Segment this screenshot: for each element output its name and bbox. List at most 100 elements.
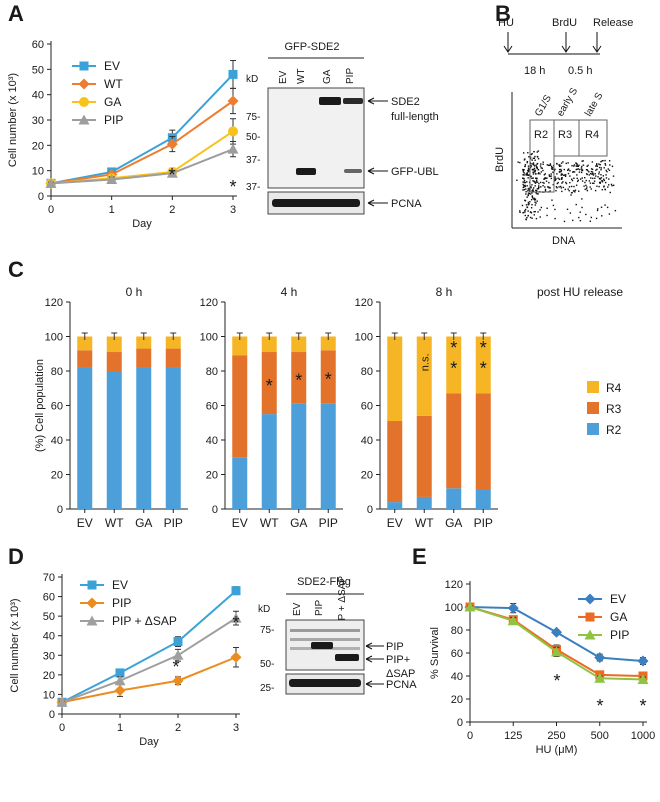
flow-event <box>542 169 544 172</box>
x-tick-label: 0 <box>48 204 54 216</box>
flow-event <box>579 211 581 213</box>
flow-event <box>528 169 530 171</box>
flow-event <box>611 185 613 187</box>
flow-event <box>579 168 581 171</box>
flow-event <box>526 185 528 187</box>
flow-event <box>529 201 531 203</box>
data-point-pip-sap <box>172 649 184 660</box>
flow-event <box>524 165 526 168</box>
bar-segment-r3 <box>261 352 277 415</box>
flow-event <box>544 177 546 179</box>
flow-event <box>605 169 607 172</box>
flow-event <box>538 172 540 174</box>
flow-event <box>600 167 602 169</box>
flow-event <box>593 180 596 182</box>
flow-event <box>542 181 544 184</box>
flow-event <box>574 189 577 191</box>
flow-event <box>529 156 532 158</box>
y-tick-label: 80 <box>451 625 463 637</box>
flow-event <box>558 168 561 171</box>
flow-event <box>596 209 599 212</box>
flow-event <box>555 186 558 188</box>
flow-event <box>589 172 592 175</box>
flow-event <box>604 163 606 165</box>
blot-a-marker-50: 50- <box>246 132 260 143</box>
flow-event <box>556 162 558 165</box>
flow-event <box>539 165 542 167</box>
panel-c-stacked-bars: (%) Cell population 0 20 40 60 80 100 120 0 h EV W… <box>34 285 623 530</box>
flow-event <box>530 175 532 178</box>
flow-event <box>603 186 605 188</box>
flow-event <box>572 219 574 222</box>
flow-event <box>561 190 563 193</box>
legend-marker-pip-sap <box>86 615 98 626</box>
flow-event <box>576 174 578 176</box>
flow-event <box>551 167 553 169</box>
flow-event <box>544 186 546 188</box>
flow-event <box>523 181 526 184</box>
flow-event <box>569 181 571 184</box>
significance-star: * <box>168 165 175 185</box>
blot-d-arrow-pip <box>365 642 384 650</box>
flow-event <box>535 177 537 179</box>
flow-event <box>566 169 569 171</box>
y-axis-title: Cell number (x 10³) <box>9 598 21 692</box>
post-hu-release-note: post HU release <box>537 285 623 299</box>
flow-event <box>592 182 594 184</box>
panel-a-growth-chart: 0 10 20 30 40 50 60 0 1 2 3 Day Cell number (x 10³) E… <box>7 39 239 230</box>
flow-event <box>587 169 589 172</box>
bar-segment-r2 <box>165 367 181 509</box>
legend-swatch-r4 <box>587 381 599 393</box>
error-bar <box>391 332 398 340</box>
error-bar <box>480 332 487 340</box>
data-point-ev <box>228 69 238 79</box>
flow-event <box>529 166 532 169</box>
y-axis-title: (%) Cell population <box>34 359 46 452</box>
flow-event <box>519 161 521 164</box>
significance-star: * <box>480 358 487 378</box>
x-tick-label: GA <box>290 516 307 530</box>
x-tick-label: WT <box>105 516 124 530</box>
flow-event <box>552 204 555 207</box>
flow-event <box>614 209 617 212</box>
flow-event <box>534 159 536 161</box>
flow-event <box>584 188 586 191</box>
bar-segment-r2 <box>136 367 152 509</box>
x-tick-label: 2 <box>169 204 175 216</box>
legend-label-ev: EV <box>610 592 626 606</box>
flow-event <box>544 188 547 191</box>
flow-event <box>596 168 598 171</box>
y-tick-label: 70 <box>43 572 55 584</box>
flow-event <box>558 171 561 173</box>
blot-d-kd-label: kD <box>258 604 270 615</box>
error-bar <box>421 332 428 340</box>
flow-event <box>563 174 565 177</box>
flow-event <box>601 215 603 217</box>
legend-label-pip-sap: PIP + ΔSAP <box>112 614 177 628</box>
flow-event <box>531 217 533 219</box>
flow-event <box>531 196 534 198</box>
x-tick-label: PIP <box>164 516 183 530</box>
flow-event <box>549 164 551 166</box>
flow-event <box>571 164 573 167</box>
blot-d-label-pipplus: PIP+ <box>386 654 410 666</box>
significance-star: * <box>480 338 487 358</box>
flow-event <box>522 168 524 171</box>
flow-event <box>528 168 530 170</box>
y-tick-label: 10 <box>32 166 44 178</box>
flow-event <box>582 160 584 162</box>
error-bar <box>295 332 302 340</box>
bar-segment-r2 <box>106 371 122 509</box>
flow-event <box>552 171 554 173</box>
y-tick-label: 40 <box>361 435 373 447</box>
x-axis-title: Day <box>139 736 159 748</box>
flow-event <box>590 177 592 179</box>
flow-event <box>609 191 611 194</box>
flow-event <box>585 188 588 190</box>
scheme-g1s-label: G1/S <box>533 93 554 119</box>
flow-event <box>603 185 605 187</box>
flow-event <box>522 181 524 183</box>
flow-event <box>598 166 601 169</box>
significance-label: n.s. <box>419 354 431 372</box>
y-tick-label: 40 <box>206 435 218 447</box>
